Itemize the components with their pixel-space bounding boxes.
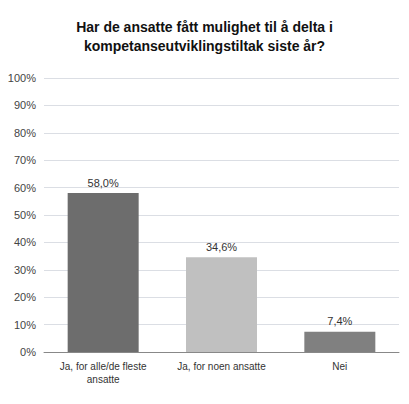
svg-text:7,4%: 7,4% (327, 315, 352, 327)
svg-text:100%: 100% (8, 72, 36, 84)
svg-text:20%: 20% (14, 291, 36, 303)
svg-text:34,6%: 34,6% (206, 241, 237, 253)
svg-text:Ja, for alle/de fleste: Ja, for alle/de fleste (60, 361, 147, 372)
svg-text:70%: 70% (14, 154, 36, 166)
svg-text:60%: 60% (14, 182, 36, 194)
svg-text:30%: 30% (14, 264, 36, 276)
svg-text:kompetanseutviklingstiltak sis: kompetanseutviklingstiltak siste år? (84, 38, 325, 54)
svg-text:50%: 50% (14, 209, 36, 221)
svg-text:58,0%: 58,0% (88, 177, 119, 189)
svg-text:ansatte: ansatte (87, 374, 120, 385)
svg-text:90%: 90% (14, 99, 36, 111)
svg-text:40%: 40% (14, 236, 36, 248)
svg-text:Har de ansatte fått mulighet t: Har de ansatte fått mulighet til å delta… (76, 19, 333, 35)
svg-text:80%: 80% (14, 127, 36, 139)
svg-text:10%: 10% (14, 319, 36, 331)
svg-text:Nei: Nei (332, 361, 347, 372)
svg-text:0%: 0% (20, 346, 36, 358)
svg-text:Ja, for noen ansatte: Ja, for noen ansatte (177, 361, 266, 372)
